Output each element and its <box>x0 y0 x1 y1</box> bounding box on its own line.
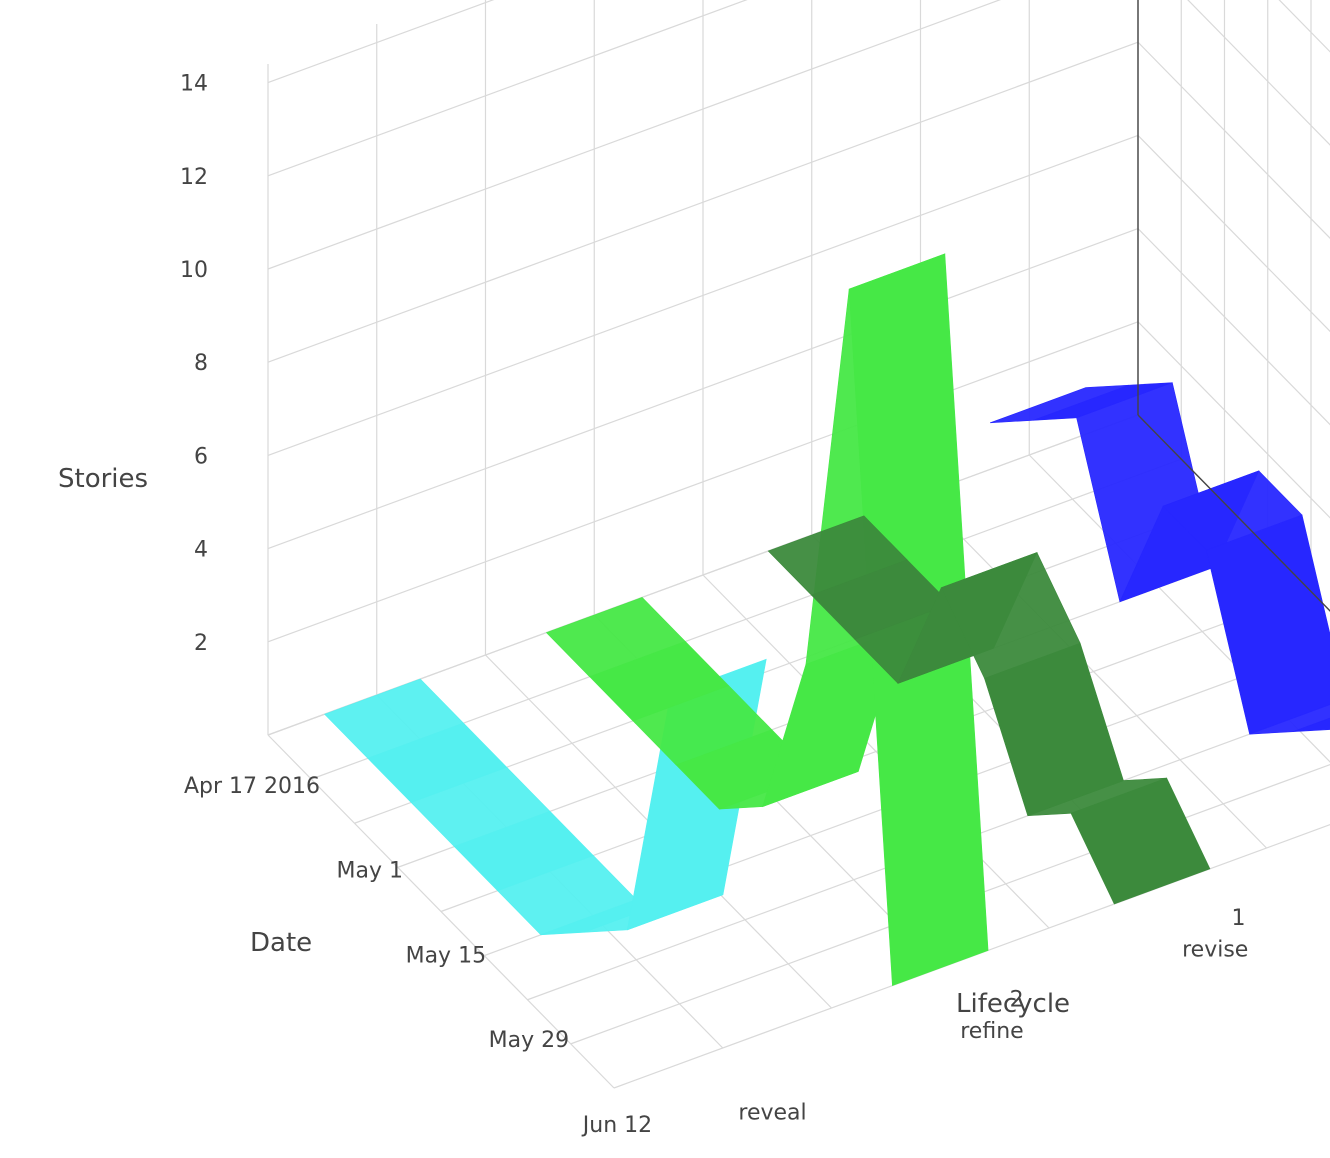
ribbon-segment <box>1249 704 1330 735</box>
gridline <box>267 0 1002 270</box>
z-tick-label: 8 <box>194 351 208 376</box>
z-tick-label: 4 <box>194 538 208 563</box>
x-tick-label: Jun 12 <box>581 1113 652 1138</box>
z-tick-label: 10 <box>180 258 208 283</box>
gridline <box>1137 134 1330 333</box>
y-axis-title: Lifecycle <box>956 989 1070 1019</box>
z-tick-label: 12 <box>180 165 208 190</box>
gridline <box>1137 41 1330 239</box>
gridline <box>702 574 1050 929</box>
ribbon-refine <box>767 515 1211 905</box>
ribbon-segment <box>1070 777 1211 905</box>
gridline <box>267 228 1139 550</box>
gridline <box>613 824 1330 1089</box>
ribbons <box>324 253 1330 987</box>
gridline <box>920 494 1267 849</box>
gridline <box>1137 321 1330 519</box>
x-axis-title: Date <box>250 928 312 958</box>
gridline <box>1138 0 1330 116</box>
gridline <box>570 763 1330 1045</box>
y-category-label: refine <box>960 1019 1023 1044</box>
x-tick-label: May 29 <box>489 1028 569 1053</box>
ribbon-segment <box>1292 717 1330 732</box>
z-tick-label: 6 <box>194 444 208 469</box>
gridline <box>1137 228 1330 426</box>
gridline <box>267 41 1139 363</box>
y-category-label: revise <box>1182 937 1248 962</box>
x-axis-line <box>1137 414 1330 612</box>
z-axis-title: Stories <box>58 464 148 494</box>
x-tick-label: May 15 <box>406 943 486 968</box>
z-tick-label: 14 <box>180 72 208 97</box>
gridline <box>267 134 1139 456</box>
x-tick-label: May 1 <box>337 859 403 884</box>
y-category-label: reveal <box>738 1101 806 1126</box>
gridline <box>267 0 748 177</box>
gridline <box>1187 0 1330 146</box>
x-tick-label: Apr 17 2016 <box>184 774 320 799</box>
gridline <box>1028 454 1330 763</box>
y-tick-label: 1 <box>1231 906 1245 931</box>
gridline <box>267 0 495 84</box>
y-tick-label: 2 <box>1010 987 1024 1012</box>
ribbon-segment <box>1205 514 1330 735</box>
z-tick-label: 2 <box>194 631 208 656</box>
gridline <box>267 321 1139 643</box>
gridline <box>1278 0 1330 53</box>
